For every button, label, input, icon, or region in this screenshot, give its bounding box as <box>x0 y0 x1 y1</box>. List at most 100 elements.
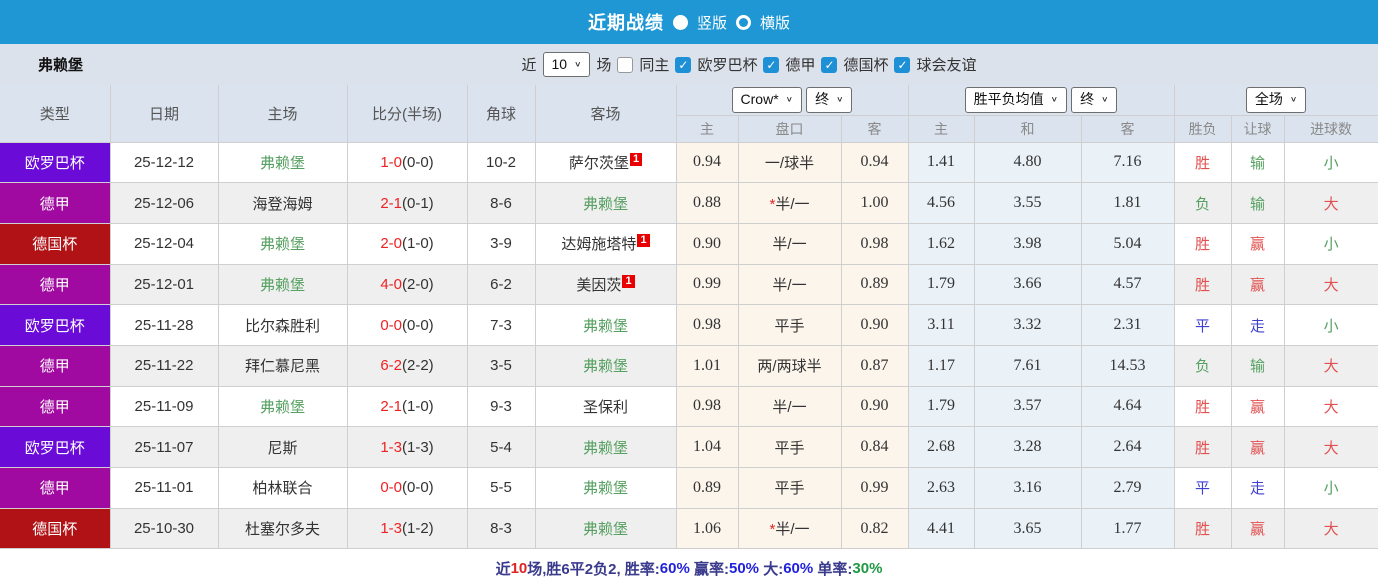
summary-segment: 60% <box>783 560 814 578</box>
col-header-away: 客场 <box>535 85 677 143</box>
match-date: 25-11-09 <box>110 386 219 428</box>
result-goals: 大 <box>1284 386 1378 428</box>
result-goals: 小 <box>1284 223 1378 265</box>
layout-radio-vertical[interactable] <box>672 14 688 30</box>
avg-type-select[interactable]: 胜平负均值 ∨ <box>964 86 1067 113</box>
avg-home-odds: 1.17 <box>908 345 975 387</box>
results-body: 欧罗巴杯 25-12-12 弗赖堡 1-0(0-0) 10-2 萨尔茨堡 1 0.94 一/球半… <box>0 142 1378 550</box>
avg-away-odds: 1.81 <box>1081 182 1175 224</box>
competition-label-europa[interactable]: 欧罗巴杯 <box>697 57 758 74</box>
competition-label-pokal[interactable]: 德国杯 <box>843 57 889 74</box>
competition-checkbox-friendly[interactable]: ✓ <box>894 56 911 73</box>
layout-radio-vertical-label[interactable]: 竖版 <box>696 14 727 32</box>
score: 2-0(1-0) <box>347 223 468 265</box>
summary-segment: 10 <box>510 560 528 578</box>
half-time-score: (2-2) <box>402 357 434 375</box>
away-team: 达姆施塔特 1 <box>535 223 677 265</box>
layout-radio-horizontal[interactable] <box>736 14 751 30</box>
score: 2-1(1-0) <box>347 386 468 428</box>
odds-home: 1.06 <box>676 508 739 550</box>
away-team: 弗赖堡 <box>535 508 677 550</box>
odds-state-value: 终 <box>815 90 830 107</box>
competition-type: 欧罗巴杯 <box>0 142 111 184</box>
sub-header-odds-away: 客 <box>841 115 909 143</box>
handicap-line: *半/一 <box>738 508 842 550</box>
handicap-line: 一/球半 <box>738 142 842 184</box>
odds-away: 0.94 <box>841 142 909 184</box>
layout-radio-horizontal-label[interactable]: 横版 <box>760 14 791 32</box>
full-time-score: 2-1 <box>380 194 402 212</box>
match-date: 25-12-06 <box>110 182 219 224</box>
chevron-down-icon: ∨ <box>836 95 844 104</box>
same-home-label[interactable]: 同主 <box>639 57 670 74</box>
avg-draw-odds: 3.57 <box>974 386 1082 428</box>
same-home-checkbox[interactable] <box>617 56 634 73</box>
result-win-draw-lose: 胜 <box>1174 386 1232 428</box>
away-team: 弗赖堡 <box>535 345 677 387</box>
half-time-score: (1-3) <box>402 438 434 456</box>
odds-source-select[interactable]: Crow* ∨ <box>731 86 802 113</box>
full-time-score: 6-2 <box>380 357 402 375</box>
odds-away: 0.90 <box>841 386 909 428</box>
avg-home-odds: 1.79 <box>908 386 975 428</box>
half-time-score: (0-0) <box>402 316 434 334</box>
result-row: 德甲 25-11-01 柏林联合 0-0(0-0) 5-5 弗赖堡 0.89 平手 0.99 2.… <box>0 467 1378 509</box>
sub-header-handicap: 盘口 <box>738 115 842 143</box>
competition-type: 德甲 <box>0 182 111 224</box>
team-name: 弗赖堡 <box>38 57 84 74</box>
home-team: 柏林联合 <box>218 467 348 509</box>
summary-segment: 50% <box>729 560 760 578</box>
avg-draw-odds: 3.66 <box>974 264 1082 306</box>
away-team: 萨尔茨堡 1 <box>535 142 677 184</box>
odds-group-header: Crow* ∨ 终 ∨ <box>676 85 909 116</box>
result-row: 欧罗巴杯 25-11-28 比尔森胜利 0-0(0-0) 7-3 弗赖堡 0.98 平手 0.9… <box>0 304 1378 346</box>
full-time-score: 1-0 <box>380 153 402 171</box>
chevron-down-icon: ∨ <box>785 95 793 104</box>
recent-count-value: 10 <box>551 55 568 72</box>
recent-count-select[interactable]: 10 ∨ <box>542 51 591 78</box>
avg-draw-odds: 3.16 <box>974 467 1082 509</box>
result-handicap: 赢 <box>1231 508 1285 550</box>
competition-checkbox-bundesliga[interactable]: ✓ <box>763 56 780 73</box>
handicap-line: *半/一 <box>738 182 842 224</box>
odds-away: 0.84 <box>841 426 909 468</box>
match-date: 25-12-04 <box>110 223 219 265</box>
full-time-score: 0-0 <box>380 479 402 497</box>
half-time-score: (1-0) <box>402 397 434 415</box>
result-group-header: 全场 ∨ <box>1174 85 1378 116</box>
odds-home: 0.99 <box>676 264 739 306</box>
result-scope-select[interactable]: 全场 ∨ <box>1245 86 1307 113</box>
summary-segment: 60% <box>659 560 690 578</box>
competition-label-bundesliga[interactable]: 德甲 <box>785 57 816 74</box>
avg-home-odds: 4.41 <box>908 508 975 550</box>
corner-count: 3-9 <box>467 223 536 265</box>
competition-type: 德甲 <box>0 345 111 387</box>
result-row: 德甲 25-11-09 弗赖堡 2-1(1-0) 9-3 圣保利 0.98 半/一 0.90 1.… <box>0 386 1378 428</box>
odds-state-select[interactable]: 终 ∨ <box>806 86 853 113</box>
home-team: 比尔森胜利 <box>218 304 348 346</box>
avg-home-odds: 2.68 <box>908 426 975 468</box>
competition-checkbox-pokal[interactable]: ✓ <box>821 56 838 73</box>
avg-away-odds: 4.57 <box>1081 264 1175 306</box>
odds-away: 0.82 <box>841 508 909 550</box>
chevron-down-icon: ∨ <box>574 60 582 69</box>
chevron-down-icon: ∨ <box>1289 95 1298 104</box>
competition-type: 德甲 <box>0 386 111 428</box>
avg-state-select[interactable]: 终 ∨ <box>1071 86 1118 113</box>
summary-segment: 赢率: <box>689 561 729 579</box>
avg-home-odds: 2.63 <box>908 467 975 509</box>
result-handicap: 走 <box>1231 304 1285 346</box>
result-goals: 大 <box>1284 182 1378 224</box>
avg-state-value: 终 <box>1080 90 1095 107</box>
result-handicap: 赢 <box>1231 426 1285 468</box>
competition-label-friendly[interactable]: 球会友谊 <box>916 57 977 74</box>
competition-checkbox-europa[interactable]: ✓ <box>675 56 692 73</box>
col-header-date: 日期 <box>110 85 219 143</box>
summary-segment: 近 <box>495 561 511 579</box>
filterbar: 弗赖堡 近 10 ∨ 场 同主 ✓ 欧罗巴杯 ✓ 德甲 ✓ 德国杯 ✓ 球会友谊 <box>0 44 1378 85</box>
result-handicap: 输 <box>1231 182 1285 224</box>
avg-away-odds: 4.64 <box>1081 386 1175 428</box>
sub-header-avg-draw: 和 <box>974 115 1082 143</box>
odds-home: 0.89 <box>676 467 739 509</box>
